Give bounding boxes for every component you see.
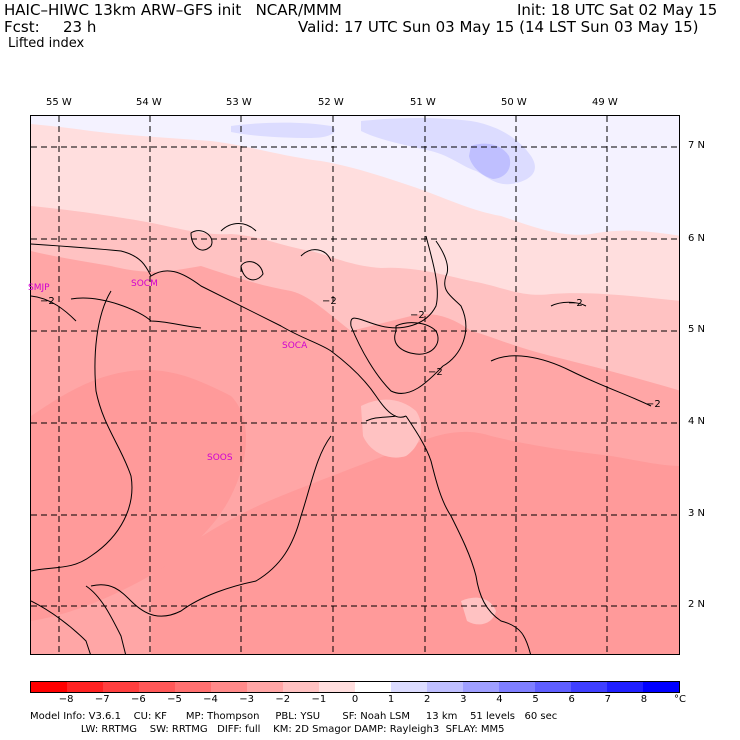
model-info-line2: LW: RRTMG SW: RRTMG DIFF: full KM: 2D Sm… (30, 724, 505, 735)
lon-label: 55 W (46, 97, 72, 108)
station-label: SMJP (28, 283, 50, 293)
colorbar-tick-label: 2 (424, 694, 431, 705)
contour-label: −2 (646, 399, 661, 410)
contour-label: −2 (428, 367, 443, 378)
colorbar-tick-label: −2 (275, 694, 291, 705)
lon-label: 50 W (501, 97, 527, 108)
colorbar-segment (67, 682, 103, 692)
colorbar-tick-label: −7 (94, 694, 110, 705)
colorbar-tick-label: 7 (604, 694, 611, 705)
lat-label: 6 N (688, 233, 706, 244)
contour-label: −2 (410, 310, 425, 321)
colorbar-segment (355, 682, 391, 692)
contour-label: −2 (568, 298, 583, 309)
colorbar-segment (211, 682, 247, 692)
colorbar-tick-label: −3 (239, 694, 255, 705)
station-label: SOOS (207, 453, 233, 463)
colorbar-segment (499, 682, 535, 692)
lat-label: 3 N (688, 508, 706, 519)
lon-label: 49 W (592, 97, 618, 108)
colorbar-segment (427, 682, 463, 692)
forecast-label: Fcst: (4, 18, 40, 36)
colorbar-segment (319, 682, 355, 692)
forecast-hour: 23 h (63, 18, 97, 36)
colorbar-segment (463, 682, 499, 692)
colorbar-segment (139, 682, 175, 692)
colorbar-tick-label: 3 (460, 694, 467, 705)
colorbar-tick-label: −1 (311, 694, 327, 705)
colorbar-unit: °C (674, 694, 686, 705)
valid-time: Valid: 17 UTC Sun 03 May 15 (14 LST Sun … (298, 18, 699, 36)
colorbar-segment (607, 682, 643, 692)
colorbar-segment (175, 682, 211, 692)
model-title: HAIC–HIWC 13km ARW–GFS init NCAR/MMM (4, 1, 342, 19)
field-blue-patch-2 (231, 122, 335, 138)
lon-label: 52 W (318, 97, 344, 108)
colorbar-tick-label: 5 (532, 694, 539, 705)
colorbar-tick-label: 8 (640, 694, 648, 705)
colorbar (30, 681, 680, 693)
contour-label: −2 (40, 296, 55, 307)
colorbar-tick-label: −6 (130, 694, 146, 705)
colorbar-segment (535, 682, 571, 692)
colorbar-segment (247, 682, 283, 692)
field-band-dark-west (31, 370, 246, 621)
colorbar-tick-label: 6 (568, 694, 575, 705)
field-blue-core (469, 143, 511, 179)
colorbar-tick-label: −8 (58, 694, 74, 705)
field-pale-coast (361, 399, 422, 458)
graticule (31, 116, 679, 654)
lifted-index-map (30, 115, 680, 655)
map-canvas (31, 116, 679, 654)
lon-label: 51 W (410, 97, 436, 108)
colorbar-segment (103, 682, 139, 692)
colorbar-segment (31, 682, 67, 692)
field-name: Lifted index (8, 36, 85, 51)
colorbar-segment (283, 682, 319, 692)
lon-label: 53 W (226, 97, 252, 108)
lat-label: 5 N (688, 324, 706, 335)
contours (31, 223, 652, 407)
colorbar-tick-label: 4 (496, 694, 503, 705)
field-band-dark (151, 431, 679, 654)
colorbar-tick-label: 1 (387, 694, 395, 705)
colorbar-segment (391, 682, 427, 692)
lat-label: 4 N (688, 416, 706, 427)
lat-label: 2 N (688, 599, 706, 610)
coastlines-borders (31, 243, 531, 654)
lon-label: 54 W (136, 97, 162, 108)
colorbar-tick-label: −4 (203, 694, 218, 705)
station-label: SOCA (282, 341, 308, 351)
model-info-line1: Model Info: V3.6.1 CU: KF MP: Thompson P… (30, 711, 558, 722)
contour-label: −2 (322, 296, 337, 307)
lat-label: 7 N (688, 140, 706, 151)
field-pale-south (461, 597, 496, 625)
colorbar-segment (643, 682, 679, 692)
colorbar-tick-label: 0 (351, 694, 359, 705)
colorbar-tick-label: −5 (167, 694, 182, 705)
station-label: SOCM (131, 279, 158, 289)
init-time: Init: 18 UTC Sat 02 May 15 (517, 1, 718, 19)
colorbar-segment (571, 682, 607, 692)
